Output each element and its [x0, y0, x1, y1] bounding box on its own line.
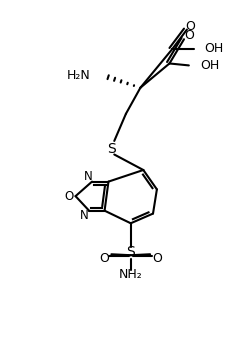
Text: O: O	[99, 252, 109, 265]
Text: OH: OH	[200, 59, 219, 72]
Text: O: O	[184, 20, 194, 33]
Text: O: O	[183, 29, 193, 42]
Text: O: O	[64, 190, 73, 203]
Text: N: N	[83, 170, 92, 183]
Text: S: S	[126, 245, 135, 259]
Text: OH: OH	[203, 42, 223, 55]
Text: H₂N: H₂N	[66, 69, 90, 82]
Text: O: O	[151, 252, 161, 265]
Text: NH₂: NH₂	[118, 268, 142, 281]
Text: N: N	[79, 209, 88, 222]
Text: S: S	[106, 142, 115, 156]
